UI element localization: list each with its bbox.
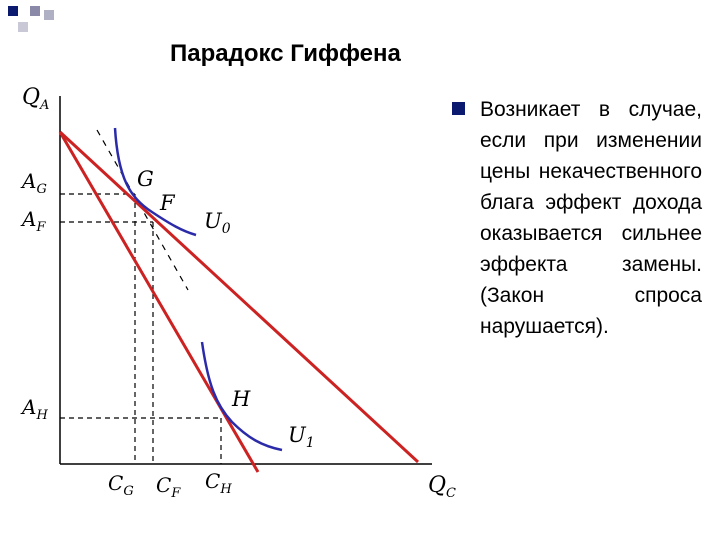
y-tick-label-ah: AH <box>20 395 48 423</box>
y-tick-label-af: AF <box>20 207 46 235</box>
curve-label-u0: U0 <box>204 209 231 237</box>
indifference-curve-u1 <box>200 341 283 452</box>
point-label-f: F <box>159 191 176 215</box>
y-tick-label-ag: AG <box>20 169 47 197</box>
indifference-curve-u0 <box>113 127 197 237</box>
x-tick-label-ch: CH <box>205 469 232 497</box>
x-tick-label-cg: CG <box>108 471 134 499</box>
curve-label-u1: U1 <box>288 423 315 451</box>
slide-title: Парадокс Гиффена <box>170 40 401 67</box>
point-label-h: H <box>231 387 251 411</box>
budget-line-new <box>58 131 260 473</box>
y-axis-label: QA <box>22 85 49 113</box>
bullet-text: Возникает в случае, если при изменении ц… <box>480 98 702 338</box>
corner-squares-decoration <box>8 6 54 32</box>
x-tick-label-cf: CF <box>156 473 181 501</box>
giffen-paradox-diagram: QA QC AG AF AH CG CF CH G F H U0 U1 <box>20 85 456 501</box>
budget-line-initial <box>58 130 420 464</box>
square-bullet-icon <box>452 102 465 115</box>
point-label-g: G <box>137 167 154 191</box>
guide-lines <box>60 193 222 464</box>
x-axis-label: QC <box>428 473 456 501</box>
